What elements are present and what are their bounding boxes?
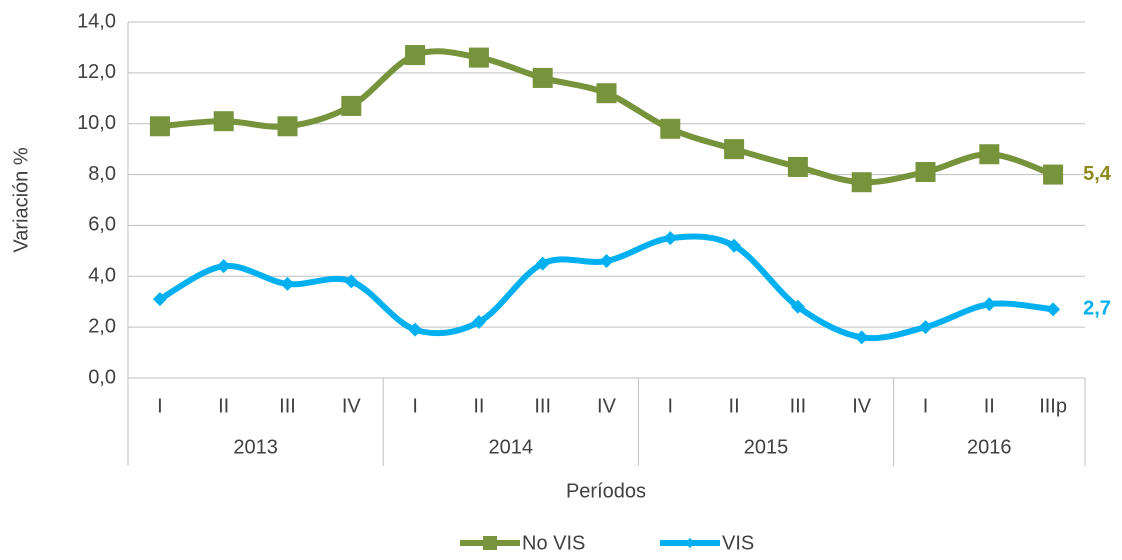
legend-label: VIS	[722, 532, 754, 554]
x-group-label: 2013	[233, 436, 278, 458]
marker	[854, 330, 869, 345]
x-tick-label: I	[157, 395, 163, 417]
marker	[213, 111, 234, 132]
marker	[535, 256, 550, 271]
y-tick-label: 12,0	[77, 61, 116, 83]
x-tick-label: III	[534, 395, 551, 417]
marker	[408, 322, 423, 337]
marker	[724, 139, 745, 160]
x-tick-label: II	[984, 395, 995, 417]
y-tick-label: 10,0	[77, 112, 116, 134]
y-tick-label: 8,0	[88, 163, 116, 185]
marker	[599, 254, 614, 269]
x-tick-label: IV	[597, 395, 617, 417]
marker	[790, 299, 805, 314]
x-group-label: 2015	[744, 436, 789, 458]
marker	[685, 538, 695, 548]
marker	[918, 320, 933, 335]
x-tick-label: II	[729, 395, 740, 417]
x-tick-label: III	[790, 395, 807, 417]
x-group-label: 2016	[967, 436, 1012, 458]
marker	[280, 276, 295, 291]
annotation: 5,4	[1083, 163, 1112, 185]
annotation: 2,7	[1083, 298, 1111, 320]
x-tick-label: I	[923, 395, 929, 417]
x-tick-label: II	[218, 395, 229, 417]
legend-item: No VIS	[460, 532, 585, 554]
y-tick-label: 6,0	[88, 214, 116, 236]
x-tick-label: IV	[342, 395, 362, 417]
x-tick-label: IIIp	[1039, 395, 1067, 417]
x-axis-title: Períodos	[566, 480, 646, 502]
marker	[152, 292, 167, 307]
marker	[982, 297, 997, 312]
marker	[341, 95, 362, 116]
marker	[216, 259, 231, 274]
marker	[915, 162, 936, 183]
marker	[149, 116, 170, 137]
marker	[405, 45, 426, 66]
x-tick-label: III	[279, 395, 296, 417]
x-tick-label: IV	[852, 395, 872, 417]
y-tick-label: 14,0	[77, 10, 116, 32]
marker	[344, 274, 359, 289]
x-group-label: 2014	[489, 436, 534, 458]
marker	[1046, 302, 1061, 317]
marker	[471, 315, 486, 330]
y-axis-title: Variación %	[10, 147, 32, 252]
legend-item: VIS	[660, 532, 754, 554]
y-tick-label: 2,0	[88, 315, 116, 337]
marker	[277, 116, 298, 137]
series-line	[158, 233, 1054, 342]
y-tick-label: 0,0	[88, 366, 116, 388]
marker	[1043, 164, 1064, 185]
x-tick-label: II	[473, 395, 484, 417]
marker	[851, 172, 872, 193]
marker	[532, 67, 553, 88]
y-tick-label: 4,0	[88, 265, 116, 287]
marker	[979, 144, 1000, 165]
marker	[787, 156, 808, 177]
marker	[660, 118, 681, 139]
legend-label: No VIS	[522, 532, 585, 554]
marker	[727, 238, 742, 253]
marker	[483, 536, 497, 550]
marker	[596, 83, 617, 104]
marker	[663, 231, 678, 246]
x-tick-label: I	[412, 395, 418, 417]
marker	[468, 47, 489, 68]
x-tick-label: I	[668, 395, 674, 417]
